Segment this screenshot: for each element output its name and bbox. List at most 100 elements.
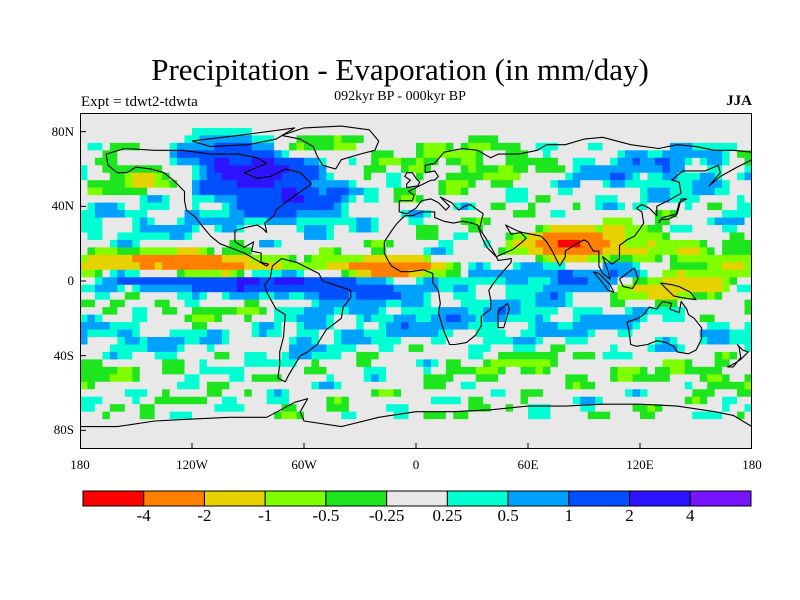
field-cell	[528, 426, 537, 435]
field-cell	[162, 396, 171, 405]
field-cell	[87, 232, 96, 241]
field-cell	[699, 150, 708, 159]
field-cell	[236, 135, 245, 144]
field-cell	[483, 165, 492, 174]
field-cell	[722, 404, 731, 413]
field-cell	[214, 314, 223, 323]
field-cell	[498, 165, 507, 174]
field-cell	[132, 254, 141, 263]
field-cell	[94, 381, 103, 390]
field-cell	[162, 411, 171, 420]
field-cell	[177, 374, 186, 383]
field-cell	[356, 262, 365, 271]
field-cell	[557, 157, 566, 166]
season-label: JJA	[726, 93, 752, 109]
field-cell	[333, 225, 342, 234]
field-cell	[625, 314, 634, 323]
field-cell	[557, 434, 566, 443]
field-cell	[505, 210, 514, 219]
field-cell	[214, 262, 223, 271]
field-cell	[184, 269, 193, 278]
field-cell	[378, 426, 387, 435]
field-cell	[281, 195, 290, 204]
field-cell	[692, 426, 701, 435]
field-cell	[139, 389, 148, 398]
colorbar-label: 0.25	[432, 506, 463, 525]
field-cell	[117, 217, 126, 226]
field-cell	[595, 120, 604, 129]
field-cell	[647, 351, 656, 360]
field-cell	[572, 202, 581, 211]
field-cell	[557, 351, 566, 360]
field-cell	[281, 292, 290, 301]
field-cell	[259, 307, 268, 316]
field-cell	[692, 374, 701, 383]
field-cell	[632, 127, 641, 136]
field-cell	[363, 165, 372, 174]
field-cell	[401, 389, 410, 398]
field-cell	[184, 217, 193, 226]
field-cell	[498, 322, 507, 331]
field-cell	[722, 292, 731, 301]
field-cell	[617, 329, 626, 338]
field-cell	[259, 239, 268, 248]
field-cell	[371, 359, 380, 368]
colorbar-box	[143, 490, 205, 507]
field-cell	[162, 269, 171, 278]
field-cell	[147, 195, 156, 204]
field-cell	[520, 269, 529, 278]
field-cell	[124, 127, 133, 136]
field-cell	[401, 351, 410, 360]
field-cell	[259, 277, 268, 286]
field-cell	[528, 307, 537, 316]
field-cell	[393, 284, 402, 293]
field-cell	[199, 187, 208, 196]
field-cell	[625, 172, 634, 181]
field-cell	[393, 292, 402, 301]
field-cell	[572, 284, 581, 293]
field-cell	[423, 329, 432, 338]
field-cell	[102, 210, 111, 219]
field-cell	[318, 419, 327, 428]
field-cell	[378, 180, 387, 189]
field-cell	[699, 277, 708, 286]
field-cell	[684, 142, 693, 151]
field-cell	[468, 262, 477, 271]
field-cell	[438, 254, 447, 263]
field-cell	[453, 426, 462, 435]
field-cell	[386, 113, 395, 122]
field-cell	[572, 292, 581, 301]
field-cell	[498, 187, 507, 196]
field-cell	[505, 396, 514, 405]
field-cell	[363, 187, 372, 196]
field-cell	[542, 269, 551, 278]
field-cell	[416, 120, 425, 129]
field-cell	[236, 284, 245, 293]
field-cell	[423, 434, 432, 443]
field-cell	[572, 404, 581, 413]
field-cell	[318, 165, 327, 174]
colorbar-label: 0.5	[497, 506, 519, 525]
field-cell	[169, 127, 178, 136]
field-cell	[595, 142, 604, 151]
field-cell	[528, 150, 537, 159]
field-cell	[505, 374, 514, 383]
field-cell	[640, 329, 649, 338]
field-cell	[371, 210, 380, 219]
field-cell	[326, 157, 335, 166]
field-cell	[513, 411, 522, 420]
field-cell	[468, 381, 477, 390]
field-cell	[729, 180, 738, 189]
field-cell	[460, 239, 469, 248]
field-cell	[654, 322, 663, 331]
field-cell	[221, 374, 230, 383]
field-cell	[87, 142, 96, 151]
field-cell	[744, 396, 752, 405]
field-cell	[266, 127, 275, 136]
field-cell	[251, 366, 260, 375]
field-cell	[714, 389, 723, 398]
field-cell	[729, 135, 738, 144]
field-cell	[169, 210, 178, 219]
field-cell	[669, 239, 678, 248]
field-cell	[669, 381, 678, 390]
